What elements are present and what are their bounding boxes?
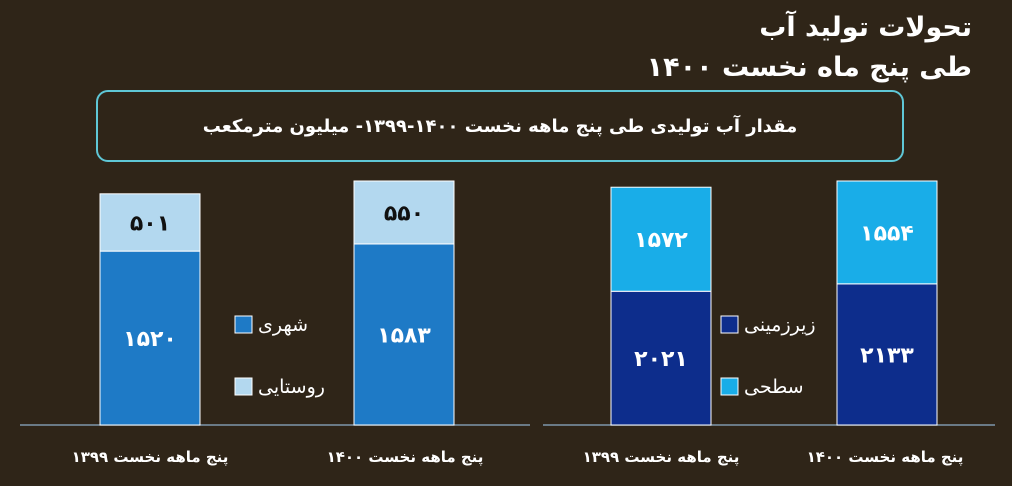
legend-swatch-surface [720, 377, 739, 396]
bar-underground [836, 283, 938, 426]
bar-urban [353, 243, 455, 426]
data-label: ۵۵۰ [384, 201, 424, 226]
data-label: ۲۰۲۱ [634, 347, 688, 372]
data-label: ۱۵۲۰ [123, 327, 177, 352]
bar-rural [99, 193, 201, 252]
category-label: پنج ماهه نخست ۱۳۹۹ [583, 448, 740, 467]
subtitle-text: مقدار آب تولیدی طی پنج ماهه نخست ۱۴۰۰-۱۳… [202, 115, 798, 137]
data-label: ۲۱۳۳ [860, 343, 914, 368]
bar-rural [353, 180, 455, 245]
category-label: پنج ماهه نخست ۱۳۹۹ [72, 448, 229, 467]
category-label: پنج ماهه نخست ۱۴۰۰ [807, 448, 964, 467]
category-label: پنج ماهه نخست ۱۴۰۰ [327, 448, 484, 467]
bar-surface [610, 186, 712, 292]
data-label: ۵۰۱ [130, 211, 170, 236]
bar-urban [99, 250, 201, 426]
legend-label: شهری [258, 314, 308, 336]
legend-swatch-rural [234, 377, 253, 396]
legend-label: زیرزمینی [744, 314, 816, 336]
bar-underground [610, 290, 712, 426]
legend-label: روستایی [258, 376, 325, 398]
data-label: ۱۵۸۳ [377, 323, 431, 348]
title-line-1: تحولات تولید آب [759, 12, 972, 43]
data-label: ۱۵۷۲ [634, 228, 688, 253]
legend-swatch-urban [234, 315, 253, 334]
chart-title: تحولات تولید آب طی پنج ماه نخست ۱۴۰۰ [647, 8, 972, 88]
data-label: ۱۵۵۴ [860, 221, 914, 246]
subtitle-box: مقدار آب تولیدی طی پنج ماهه نخست ۱۴۰۰-۱۳… [96, 90, 904, 162]
title-line-2: طی پنج ماه نخست ۱۴۰۰ [646, 52, 972, 83]
legend-label: سطحی [744, 376, 804, 398]
bar-surface [836, 180, 938, 285]
legend-swatch-underground [720, 315, 739, 334]
